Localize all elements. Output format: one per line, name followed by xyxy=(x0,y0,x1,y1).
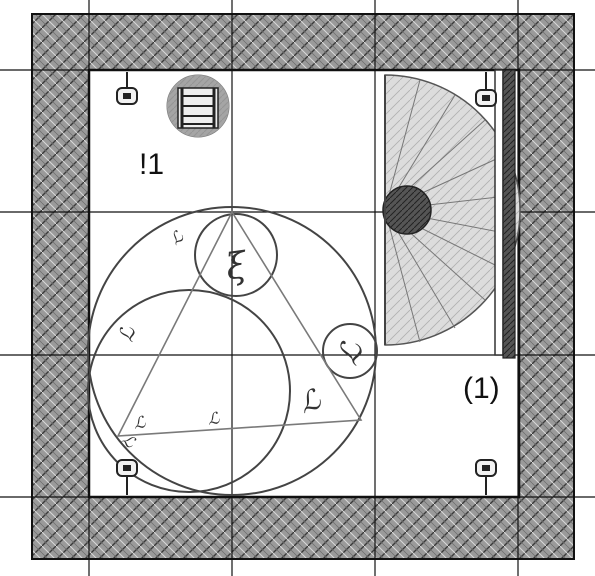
ladder-trapdoor-icon[interactable] xyxy=(166,74,230,138)
glyph: ℒ xyxy=(206,408,221,429)
spiral-staircase-icon[interactable] xyxy=(382,74,521,346)
wall-sconce-icon xyxy=(116,72,138,105)
room-label-b: (1) xyxy=(463,372,500,405)
room-label-a: !1 xyxy=(139,148,164,181)
wall-sconce-icon xyxy=(116,459,138,495)
summoning-circle-icon[interactable] xyxy=(87,206,378,496)
glyph: ℒ xyxy=(132,412,147,433)
wall-sconce-icon xyxy=(475,459,497,495)
wall-sconce-icon xyxy=(475,72,497,107)
glyph: ℒ xyxy=(114,325,140,344)
east-door[interactable] xyxy=(494,69,516,359)
